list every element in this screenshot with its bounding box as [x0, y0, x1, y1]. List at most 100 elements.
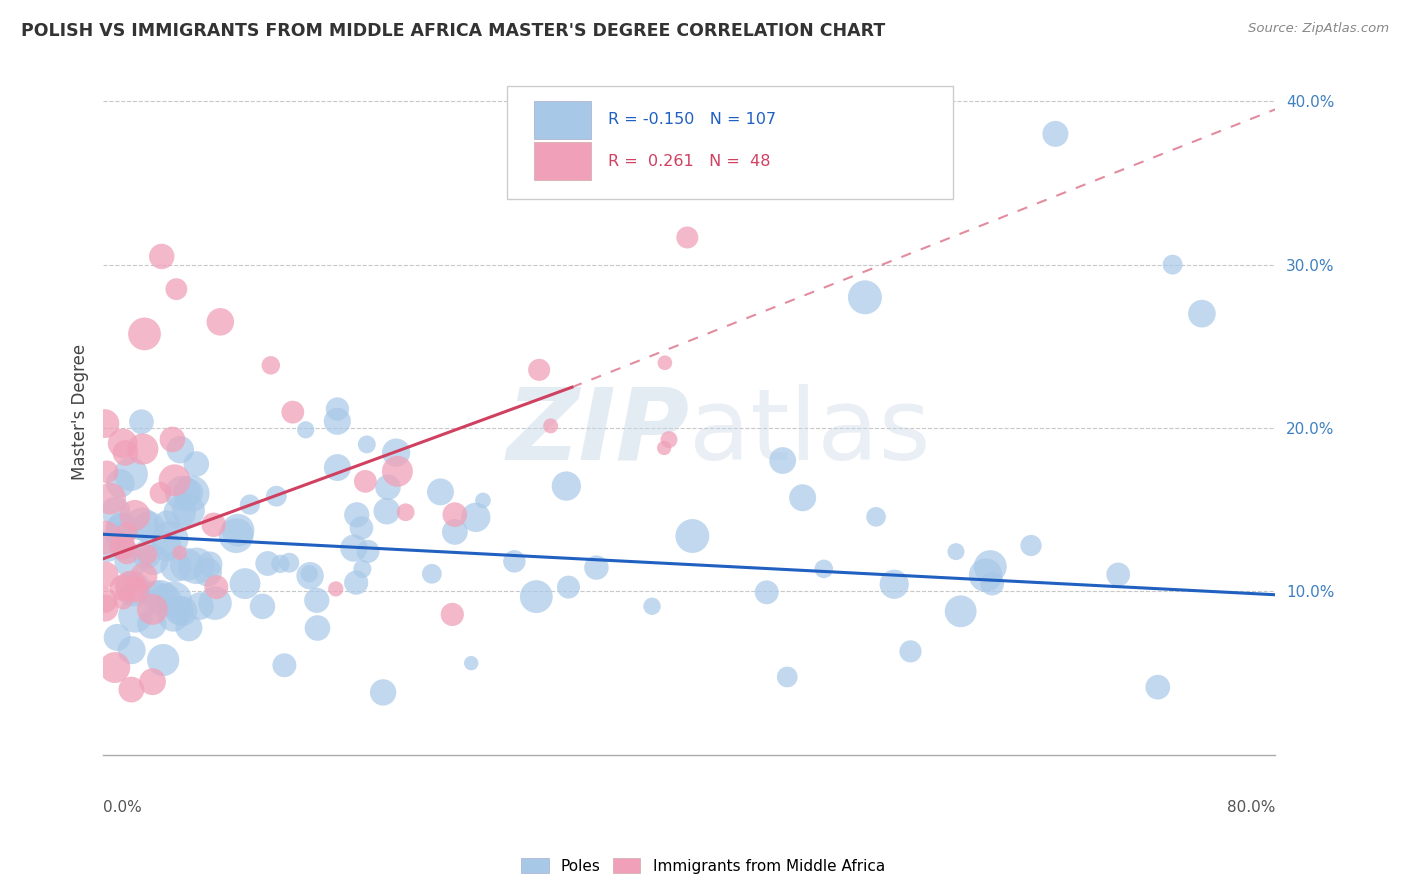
Point [188, 599, 211, 613]
Point [460, 656, 482, 670]
Text: R =  0.261   N =  48: R = 0.261 N = 48 [609, 153, 770, 169]
Point [131, 517, 153, 532]
Point [375, 504, 398, 518]
Point [357, 544, 380, 558]
Point [352, 562, 374, 576]
Point [1146, 680, 1168, 694]
Point [156, 516, 179, 531]
Text: atlas: atlas [689, 384, 931, 481]
Point [132, 569, 155, 583]
Point [159, 532, 181, 546]
Point [346, 508, 368, 522]
Point [503, 554, 526, 568]
Point [356, 437, 378, 451]
Point [172, 486, 194, 500]
Point [658, 433, 681, 447]
Point [204, 596, 226, 610]
Point [239, 498, 262, 512]
Point [294, 423, 316, 437]
Point [115, 525, 138, 540]
Point [141, 602, 163, 616]
Point [112, 592, 135, 607]
Point [343, 541, 366, 556]
Point [163, 592, 186, 607]
Point [652, 441, 675, 455]
Point [557, 580, 579, 594]
Point [121, 643, 143, 657]
Point [120, 555, 142, 569]
Point [169, 506, 191, 520]
Point [120, 467, 142, 481]
Point [110, 476, 132, 491]
Point [755, 585, 778, 599]
Point [524, 590, 547, 604]
Point [142, 552, 165, 566]
Point [98, 491, 121, 506]
Point [114, 446, 136, 460]
Point [197, 566, 219, 580]
Point [93, 593, 115, 607]
Point [111, 541, 134, 555]
Point [278, 556, 301, 570]
Point [1161, 258, 1184, 272]
Point [110, 522, 132, 536]
Point [377, 480, 399, 494]
FancyBboxPatch shape [534, 101, 591, 139]
Point [131, 415, 153, 429]
Point [981, 576, 1004, 591]
Point [96, 465, 118, 479]
Point [112, 581, 135, 595]
Text: 0.0%: 0.0% [103, 799, 142, 814]
Point [111, 539, 134, 553]
Text: POLISH VS IMMIGRANTS FROM MIDDLE AFRICA MASTER'S DEGREE CORRELATION CHART: POLISH VS IMMIGRANTS FROM MIDDLE AFRICA … [21, 22, 886, 40]
Point [93, 531, 115, 545]
Point [162, 433, 184, 447]
Point [226, 523, 249, 537]
Point [115, 545, 138, 559]
Point [138, 520, 160, 534]
Point [135, 548, 157, 562]
Point [180, 486, 202, 500]
Point [136, 548, 159, 562]
Point [883, 577, 905, 591]
Point [792, 491, 814, 505]
Point [172, 604, 194, 618]
Point [104, 504, 127, 518]
Point [305, 593, 328, 607]
Point [134, 326, 156, 341]
Point [256, 557, 278, 571]
Point [176, 558, 198, 572]
Point [979, 559, 1001, 574]
Point [141, 617, 163, 632]
Point [281, 405, 304, 419]
Point [273, 658, 295, 673]
Point [96, 540, 118, 554]
Point [974, 568, 997, 582]
Point [900, 644, 922, 658]
Point [813, 562, 835, 576]
FancyBboxPatch shape [508, 86, 953, 199]
Point [94, 417, 117, 431]
Point [124, 608, 146, 623]
Point [354, 475, 377, 489]
Point [681, 529, 703, 543]
Point [540, 418, 562, 433]
Point [1045, 127, 1067, 141]
Point [225, 528, 247, 542]
Point [654, 356, 676, 370]
Point [169, 442, 191, 457]
Point [326, 460, 349, 475]
Point [945, 544, 967, 558]
Point [429, 484, 451, 499]
Point [949, 604, 972, 618]
Point [233, 576, 256, 591]
Point [153, 593, 176, 607]
Point [585, 560, 607, 574]
FancyBboxPatch shape [534, 143, 591, 180]
Point [298, 566, 321, 581]
Point [165, 282, 187, 296]
Point [269, 557, 291, 571]
Point [350, 521, 373, 535]
Text: Source: ZipAtlas.com: Source: ZipAtlas.com [1249, 22, 1389, 36]
Point [177, 503, 200, 517]
